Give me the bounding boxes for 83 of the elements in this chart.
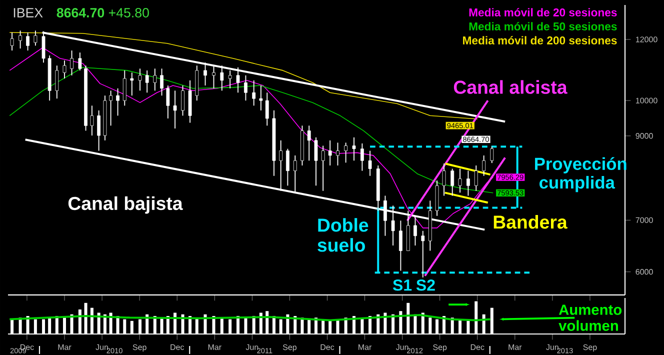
chart-subtitle: 8664.70 +45.80: [56, 8, 149, 18]
candlestick: [314, 136, 318, 186]
candlestick: [166, 85, 170, 119]
x-tick-label: Sep: [132, 344, 146, 352]
y-tick-label: 9000: [636, 133, 653, 139]
x-tick-label: Dec: [470, 344, 484, 350]
candlestick: [181, 85, 184, 116]
x-tick-label: Jun: [96, 344, 108, 350]
candlestick: [55, 65, 59, 100]
candlestick: [228, 70, 232, 89]
candlestick: [145, 70, 149, 94]
annotation: S1: [392, 279, 412, 291]
candlestick: [10, 32, 14, 51]
candlestick: [153, 68, 157, 92]
x-tick-label: Jun: [246, 344, 258, 350]
annotation: Bandera: [494, 215, 568, 229]
candlestick: [450, 168, 454, 196]
candlestick: [130, 72, 134, 96]
candlestick: [328, 140, 332, 166]
candlestick: [265, 92, 269, 126]
candlestick: [321, 145, 325, 192]
annotation: S2: [416, 279, 435, 291]
candlestick: [160, 68, 164, 96]
text: Media móvil de 200 sesiones: [463, 36, 617, 44]
chart-title: IBEX: [14, 8, 43, 18]
candlestick: [442, 162, 446, 196]
annotation: Canal alcista: [454, 80, 568, 94]
x-tick-label: Mar: [508, 344, 522, 350]
candlestick: [421, 230, 425, 278]
candlestick: [474, 165, 478, 192]
candlestick: [220, 65, 224, 92]
candlestick: [398, 220, 402, 272]
annotation: Canal bajista: [68, 196, 183, 214]
candlestick: [212, 65, 216, 89]
x-tick-label: Mar: [358, 344, 372, 350]
candlestick: [90, 105, 94, 136]
candlestick: [259, 85, 263, 111]
y-tick-label: 12000: [636, 36, 658, 42]
text: Media móvil de 20 sesiones: [469, 8, 617, 16]
candlestick: [204, 62, 207, 86]
y-tick-label: 6000: [636, 269, 653, 275]
annotation: Doble suelo: [318, 218, 368, 252]
text: Media móvil de 50 sesiones: [469, 22, 617, 30]
candlestick: [336, 142, 340, 166]
x-tick-label: Dec: [170, 344, 184, 350]
candlestick: [78, 52, 82, 71]
candlestick: [116, 88, 120, 116]
x-tick-label: Mar: [208, 344, 222, 350]
x-tick-label: Sep: [282, 344, 296, 352]
candlestick: [62, 60, 66, 79]
candlestick: [352, 136, 356, 162]
x-tick-label: Jun: [546, 344, 558, 350]
candlestick: [252, 80, 256, 106]
candlestick: [286, 148, 290, 186]
x-tick-label: Sep: [583, 344, 597, 352]
candlestick: [368, 150, 372, 176]
candlestick: [97, 110, 101, 152]
candlestick: [466, 170, 470, 196]
candlestick: [18, 30, 22, 49]
candlestick: [26, 32, 30, 51]
candlestick: [293, 154, 297, 194]
candlestick: [458, 168, 462, 194]
x-tick-label: Dec: [320, 344, 334, 350]
candlestick: [244, 74, 248, 102]
x-tick-label: Jun: [396, 344, 408, 350]
candlestick: [122, 70, 126, 106]
candlestick: [138, 68, 142, 92]
x-tick-label: Sep: [433, 344, 447, 352]
x-tick-label: Mar: [58, 344, 72, 350]
candlestick: [307, 125, 311, 162]
candlestick: [173, 90, 177, 129]
candlestick: [344, 142, 348, 164]
candlestick: [360, 142, 364, 172]
annotation: Aumento volumen: [558, 304, 622, 331]
candlestick: [34, 30, 38, 46]
candlestick: [236, 66, 240, 94]
candlestick: [109, 90, 112, 126]
y-tick-label: 7000: [636, 217, 653, 224]
x-tick-label: Dec: [20, 344, 34, 350]
candlestick: [490, 146, 494, 164]
candlestick: [482, 154, 486, 176]
y-tick-label: 10000: [636, 98, 658, 104]
candlestick: [70, 50, 74, 76]
